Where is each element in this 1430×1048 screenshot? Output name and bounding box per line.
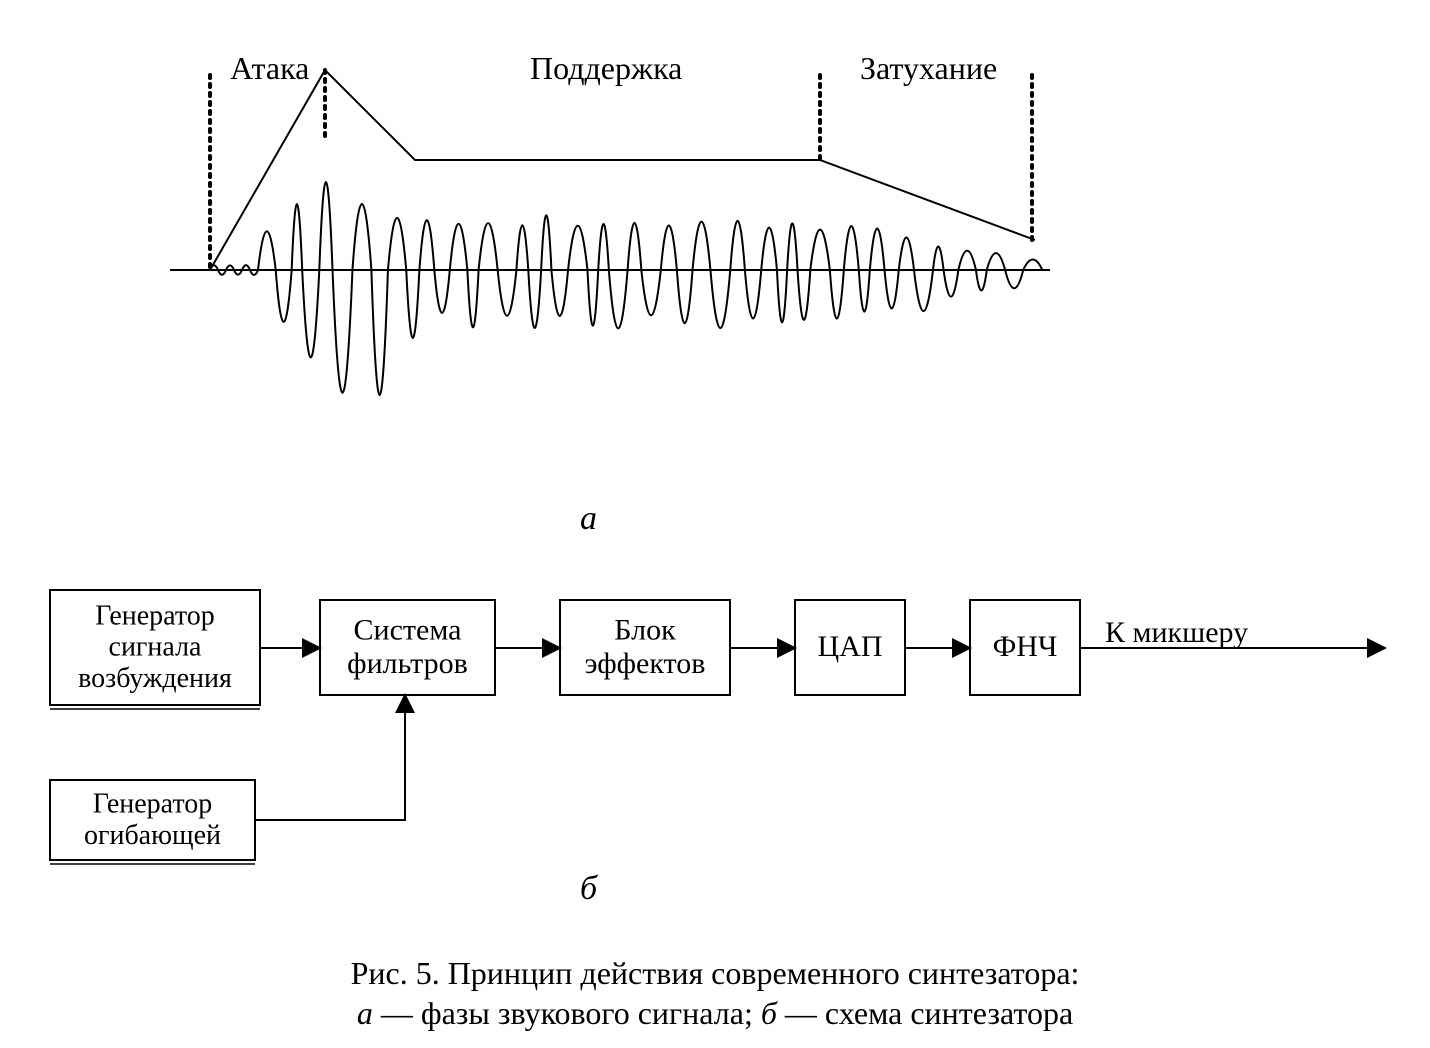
output-label: К микшеру [1105, 616, 1248, 649]
svg-text:эффектов: эффектов [585, 647, 706, 680]
svg-text:Генератор: Генератор [95, 600, 214, 631]
svg-text:огибающей: огибающей [84, 820, 221, 851]
block-gen_signal: Генераторсигналавозбуждения [50, 590, 260, 709]
svg-text:Система: Система [354, 613, 462, 646]
svg-text:Блок: Блок [614, 613, 676, 646]
block-effects: Блокэффектов [560, 600, 730, 695]
label-attack: Атака [230, 50, 309, 87]
label-panel-a: а [580, 500, 597, 538]
label-decay: Затухание [860, 50, 997, 87]
block-gen_env: Генераторогибающей [50, 780, 255, 864]
svg-text:ФНЧ: ФНЧ [993, 630, 1058, 663]
label-sustain: Поддержка [530, 50, 682, 87]
panel-b-svg: ГенераторсигналавозбужденияСистемафильтр… [40, 560, 1390, 890]
panel-a-svg [170, 40, 1050, 500]
caption-sub: а — фазы звукового сигнала; б — схема си… [0, 995, 1430, 1032]
block-dac: ЦАП [795, 600, 905, 695]
svg-text:ЦАП: ЦАП [818, 630, 883, 663]
svg-text:Генератор: Генератор [93, 788, 212, 819]
svg-text:фильтров: фильтров [347, 647, 468, 680]
block-lpf: ФНЧ [970, 600, 1080, 695]
block-filters: Системафильтров [320, 600, 495, 695]
svg-text:сигнала: сигнала [109, 632, 203, 663]
caption-main: Рис. 5. Принцип действия современного си… [0, 955, 1430, 992]
figure-page: Атака Поддержка Затухание а Генераторсиг… [0, 0, 1430, 1048]
label-panel-b: б [580, 870, 597, 908]
svg-text:возбуждения: возбуждения [78, 663, 232, 694]
